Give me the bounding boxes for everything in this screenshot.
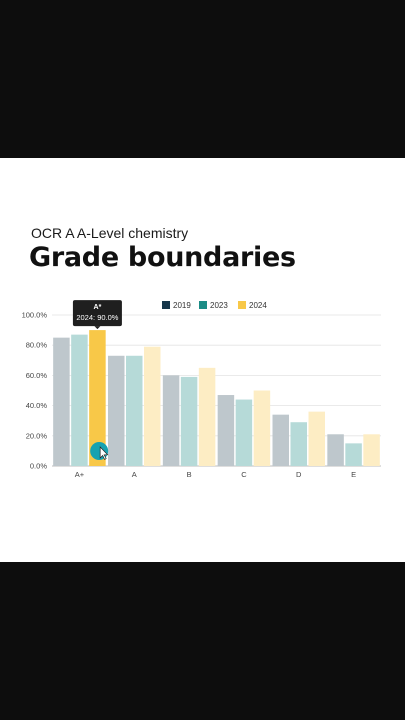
x-tick-label: C [241, 470, 247, 479]
bar-chart: 0.0% 20.0% 40.0% 60.0% 80.0% 100.0% 2019 2023 20… [22, 300, 381, 479]
x-tick-label: B [187, 470, 192, 479]
x-tick-label: A [132, 470, 137, 479]
bar[interactable] [327, 434, 344, 466]
legend-label[interactable]: 2024 [249, 301, 267, 310]
y-tick-label: 80.0% [26, 341, 48, 350]
bar[interactable] [308, 411, 326, 466]
y-tick-label: 40.0% [26, 401, 48, 410]
legend-swatch[interactable] [199, 301, 207, 309]
bar[interactable] [53, 337, 70, 466]
bar[interactable] [108, 355, 125, 466]
bar[interactable] [290, 422, 308, 466]
legend-label[interactable]: 2023 [210, 301, 228, 310]
bar[interactable] [253, 390, 271, 467]
chart-card: OCR A A-Level chemistry Grade boundaries… [0, 158, 405, 562]
tooltip [72, 300, 122, 327]
y-tick-label: 60.0% [26, 371, 48, 380]
bar[interactable] [71, 334, 88, 466]
bar[interactable] [144, 346, 161, 466]
tooltip-pointer [94, 326, 101, 330]
bar[interactable] [235, 399, 253, 466]
x-tick-label: A+ [75, 470, 85, 479]
chart-title: Grade boundaries [29, 242, 296, 273]
x-tick-label: E [351, 470, 356, 479]
legend-swatch[interactable] [238, 301, 246, 309]
bar[interactable] [363, 434, 380, 466]
y-tick-label: 20.0% [26, 431, 48, 440]
bar[interactable] [345, 443, 362, 466]
bar[interactable] [162, 375, 180, 466]
y-tick-label: 100.0% [22, 311, 48, 320]
tooltip-title: A* [94, 304, 102, 311]
bar[interactable] [272, 414, 290, 466]
bar[interactable] [126, 355, 143, 466]
bar-highlighted[interactable] [89, 330, 106, 466]
chart-subtitle: OCR A A-Level chemistry [31, 225, 189, 241]
bar[interactable] [180, 376, 198, 466]
legend-swatch[interactable] [162, 301, 170, 309]
mouse-pointer-icon [99, 446, 109, 461]
legend-label[interactable]: 2019 [173, 301, 191, 310]
tooltip-value: 2024: 90.0% [76, 313, 118, 322]
y-tick-label: 0.0% [30, 462, 47, 471]
bar[interactable] [198, 367, 216, 466]
x-tick-label: D [296, 470, 302, 479]
bar[interactable] [217, 395, 235, 466]
